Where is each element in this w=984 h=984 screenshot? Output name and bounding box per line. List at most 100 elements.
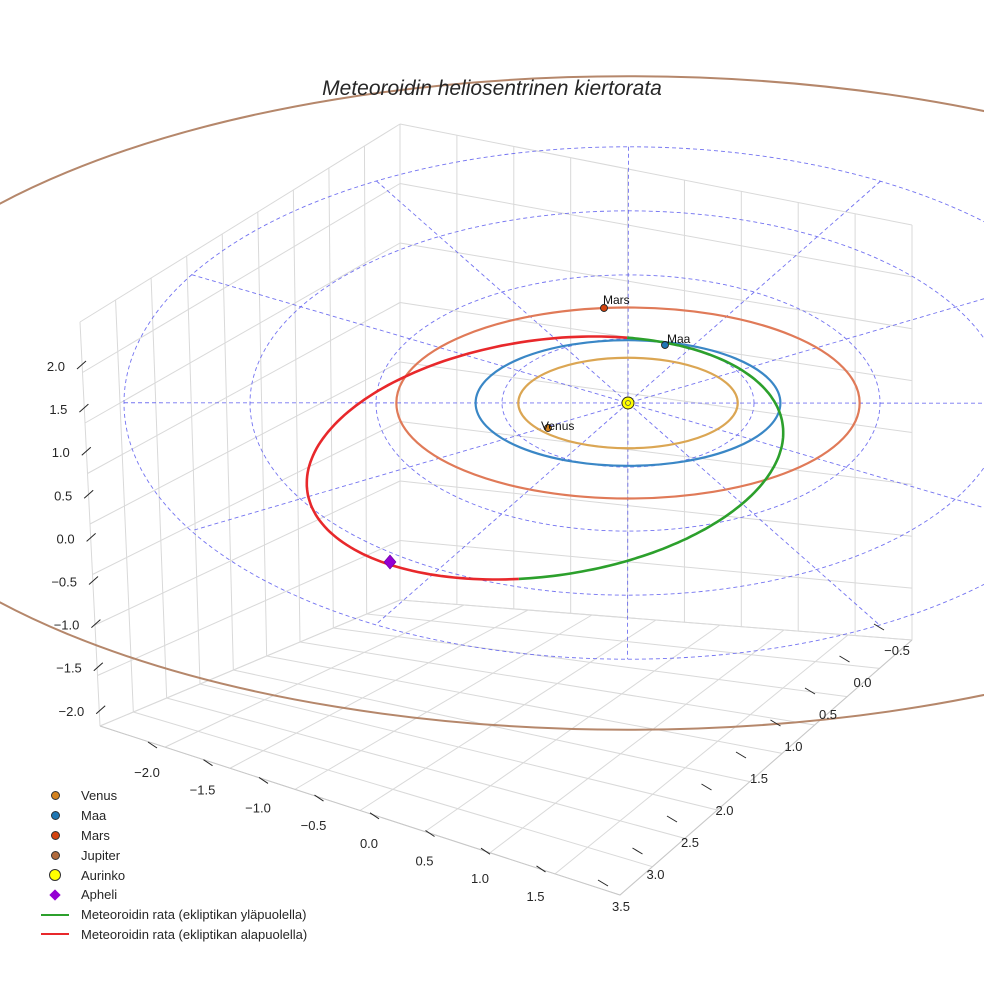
orbit-venus — [517, 356, 739, 450]
grid-line — [489, 629, 785, 854]
x-tick-label: −0.5 — [301, 818, 327, 833]
legend-swatch — [38, 908, 72, 922]
legend-marker — [50, 811, 60, 821]
legend-label: Meteoroidin rata (ekliptikan alapuolella… — [81, 926, 308, 942]
y-tick-label: 1.0 — [784, 739, 802, 754]
tick-mark — [95, 705, 106, 715]
venus-marker — [544, 424, 552, 432]
tick-mark — [425, 830, 435, 837]
tick-mark — [147, 741, 158, 749]
legend-label: Mars — [81, 827, 110, 843]
grid-line — [82, 183, 401, 373]
y-tick-label: 2.0 — [715, 803, 733, 818]
legend-marker — [50, 791, 60, 801]
legend-item: Apheli — [38, 885, 378, 905]
axis-ticks: 2.0 1.5 1.0 0.5 0.0 −0.5 −1.0 −1.5 −2.0 −2.0 −1.5 −… — [47, 359, 910, 914]
y-tick-label: 3.0 — [646, 867, 664, 882]
tick-mark — [93, 662, 104, 672]
z-tick-label: −2.0 — [59, 704, 85, 719]
grid-line — [294, 614, 593, 790]
legend-marker — [50, 850, 60, 860]
tick-mark — [770, 719, 781, 727]
aphelion-marker — [383, 554, 397, 570]
x-tick-label: −1.5 — [190, 783, 216, 798]
y-tick-label: −0.5 — [884, 643, 910, 658]
legend-marker — [49, 869, 61, 882]
grid-line — [299, 641, 815, 726]
grid-line — [79, 123, 401, 323]
y-tick-label: 0.0 — [853, 675, 871, 690]
axis-edge — [99, 639, 913, 896]
grid-line — [166, 697, 686, 839]
tick-mark — [839, 655, 850, 663]
legend-swatch — [38, 927, 72, 941]
grid-line — [399, 599, 913, 641]
orbits — [0, 75, 984, 731]
orbit-jupiter — [0, 75, 984, 731]
meteoroid-orbit-above — [518, 336, 785, 581]
grid-line — [97, 540, 401, 676]
x-tick-label: 1.0 — [471, 871, 489, 886]
grid-line — [94, 480, 401, 626]
planet-label-mars: Mars — [603, 293, 630, 307]
tick-mark — [480, 847, 491, 855]
z-tick-label: −1.5 — [56, 661, 82, 676]
legend-swatch — [38, 809, 72, 823]
legend-swatch — [38, 848, 72, 862]
grid-line — [399, 123, 913, 226]
grid-line — [89, 361, 401, 525]
axis-grid — [79, 123, 913, 896]
tick-mark — [536, 865, 546, 873]
z-tick-label: 1.0 — [52, 445, 70, 460]
legend-label: Maa — [81, 808, 107, 824]
tick-mark — [666, 815, 678, 823]
planet-label-venus: Venus — [541, 419, 574, 433]
grid-line — [333, 627, 848, 698]
legend-item: Meteoroidin rata (ekliptikan yläpuolella… — [38, 905, 378, 925]
x-tick-label: 0.5 — [415, 854, 433, 869]
legend-item: Maa — [38, 806, 378, 826]
y-tick-label: 3.5 — [612, 899, 630, 914]
grid-line — [366, 613, 880, 669]
legend-item: Venus — [38, 786, 378, 806]
legend-item: Meteoroidin rata (ekliptikan alapuolella… — [38, 925, 378, 945]
grid-line — [399, 540, 913, 589]
tick-mark — [83, 489, 94, 499]
orbit-mars — [395, 306, 861, 500]
tick-mark — [86, 533, 96, 542]
y-tick-label: 1.5 — [750, 771, 768, 786]
tick-mark — [91, 619, 101, 628]
tick-mark — [88, 576, 99, 585]
ecliptic-spoke — [191, 274, 984, 509]
ecliptic-ring — [249, 210, 984, 596]
tick-mark — [314, 794, 324, 802]
ecliptic-ring — [123, 146, 984, 660]
tick-mark — [81, 446, 92, 456]
z-tick-label: −1.0 — [54, 618, 80, 633]
grid-line — [164, 604, 465, 748]
y-tick-label: 0.5 — [819, 707, 837, 722]
sun-core — [625, 400, 631, 406]
chart-title: Meteoroidin heliosentrinen kiertorata — [322, 77, 662, 100]
mars-marker — [600, 304, 608, 312]
markers: Venus Maa Mars — [383, 293, 691, 570]
sun-marker — [621, 396, 635, 410]
grid-line — [133, 711, 653, 868]
legend-marker — [50, 830, 60, 840]
legend-label: Meteoroidin rata (ekliptikan yläpuolella… — [81, 907, 307, 923]
tick-mark — [735, 751, 747, 759]
legend: Venus Maa Mars Jupiter Aurinko Apheli Meteoroi… — [38, 786, 378, 944]
tick-mark — [597, 879, 609, 887]
grid-line — [266, 655, 783, 754]
z-tick-label: 2.0 — [47, 359, 65, 374]
grid-line — [399, 361, 913, 433]
grid-line — [399, 421, 913, 485]
grid-line — [99, 599, 401, 727]
tick-mark — [701, 783, 712, 791]
legend-label: Aurinko — [81, 867, 126, 883]
x-tick-label: −1.0 — [245, 800, 271, 815]
z-tick-label: 1.5 — [49, 402, 67, 417]
ecliptic-spoke — [627, 146, 629, 660]
grid-line — [399, 480, 913, 537]
